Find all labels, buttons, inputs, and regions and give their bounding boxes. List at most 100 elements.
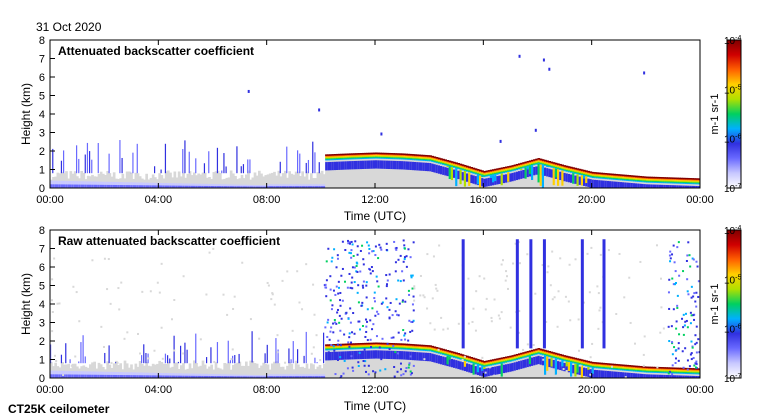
noise-cell [357,365,360,368]
cloud-cell [550,355,554,357]
cloud-cell [494,170,497,173]
noise-cell [677,359,680,362]
cloud-peak-cell [377,342,380,345]
cloud-cell [329,155,333,157]
cloud-cell [643,369,647,371]
streak-cell [173,335,175,364]
cloud-peak-cell [637,175,640,178]
cloud-peak-cell [370,152,374,155]
cloud-peak-cell [546,350,549,352]
cloud-cell [639,367,642,369]
precip-cell [617,181,621,188]
surface-layer-cell [320,186,324,188]
cloud-cell [340,345,343,348]
noise-cell [347,341,350,344]
cloud-cell [583,364,586,366]
clear-air-cell [128,171,131,188]
cloud-cell [487,175,491,177]
cloud-cell [645,367,649,369]
cloud-cell [481,365,484,367]
noise-cell [377,285,380,288]
noise-cell [365,330,368,333]
cloud-cell [433,157,437,159]
cloud-cell [689,182,692,184]
streak-cell [154,166,156,174]
streak-cell [136,143,138,174]
cloud-cell [455,164,458,166]
cloud-cell [379,157,382,159]
cloud-cell [645,371,649,373]
cloud-cell [585,172,588,174]
precip-cell [652,374,655,378]
below-cloud-cell [533,355,536,378]
cloud-cell [359,344,363,346]
cloud-cell [552,164,556,166]
cloud-cell [680,372,684,374]
below-cloud-cell [414,160,417,188]
noise-cell [565,370,568,373]
cloud-cell [622,179,625,181]
below-cloud-cell [409,349,413,378]
cloud-cell [580,171,584,173]
cloud-cell [377,343,380,345]
cloud-cell [533,164,536,166]
cloud-cell [565,166,569,169]
cloud-cell [492,363,495,365]
noise-cell [379,369,382,372]
cloud-peak-cell [613,173,616,176]
cloud-cell [518,357,521,359]
cloud-cell [342,347,346,349]
cloud-peak-cell [665,177,668,179]
cloud-cell [671,368,675,370]
cloud-cell [357,155,361,157]
cloud-cell [502,358,506,360]
noise-cell [412,319,415,322]
cloud-cell [691,181,694,183]
noise-cell [315,334,318,337]
precip-cell [398,161,402,170]
below-cloud-cell [403,349,406,378]
cloud-cell [494,171,497,174]
precip-streak-cell [481,176,484,178]
noise-cell [545,320,548,323]
cloud-peak-cell [505,356,508,359]
cloud-cell [431,159,434,162]
precip-cell [544,167,547,176]
cloud-peak-cell [611,173,614,176]
cloud-cell [650,368,653,371]
noise-cell [408,293,411,296]
cloud-cell [565,167,569,170]
below-cloud-cell [379,348,382,378]
surface-layer-cell [76,374,79,378]
surface-layer-cell [186,185,190,188]
clear-air-cell [240,174,244,188]
cloud-cell [572,172,575,174]
cloud-cell [687,371,690,373]
cloud-cell [611,174,614,176]
clear-air-cell [275,361,278,378]
cloud-cell [550,356,554,358]
clear-air-cell [201,360,205,378]
cloud-cell [520,167,523,169]
precip-cell [531,357,534,366]
surface-layer-cell [156,375,159,378]
surface-layer-cell [171,185,174,188]
noise-cell [690,285,693,288]
cloud-cell [635,370,638,372]
noise-cell [551,298,554,301]
noise-cell [378,243,381,246]
cloud-cell [537,160,541,162]
cloud-cell [424,349,428,352]
precip-cell [589,179,593,188]
cloud-cell [487,174,491,176]
surface-layer-cell [299,186,302,188]
cloud-cell [502,359,506,361]
noise-cell [199,338,202,341]
cloud-cell [505,360,508,362]
clear-air-cell [305,171,309,188]
noise-cell [413,287,416,290]
noise-cell [574,258,577,261]
cloud-cell [336,346,339,348]
cloud-cell [541,351,545,353]
cloud-cell [433,349,437,351]
